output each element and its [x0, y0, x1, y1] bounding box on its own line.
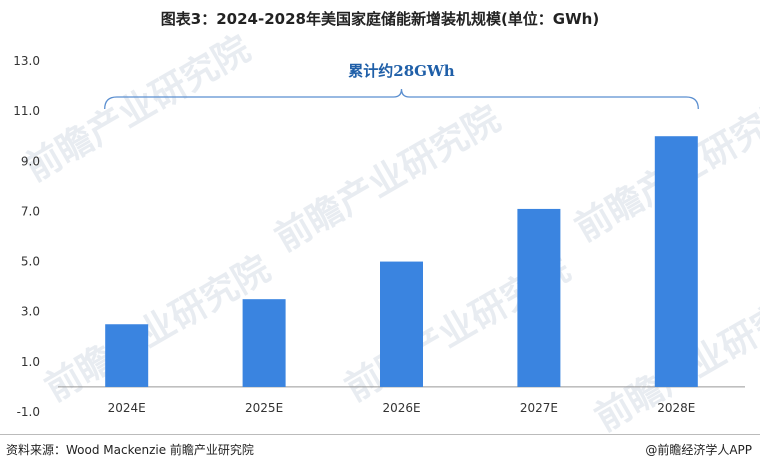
y-tick-label: 1.0 — [21, 355, 40, 369]
bar-2026E — [380, 261, 423, 387]
x-tick-label: 2027E — [520, 401, 558, 415]
total-bracket — [104, 88, 699, 110]
bar-2024E — [105, 324, 149, 387]
total-annotation: 累计约28GWh — [348, 62, 455, 80]
y-tick-label: 3.0 — [21, 305, 40, 319]
source-note: 资料来源：Wood Mackenzie 前瞻产业研究院 — [6, 443, 254, 457]
x-tick-label: 2025E — [245, 401, 283, 415]
bar-2025E — [242, 299, 286, 387]
y-tick-label: -1.0 — [17, 405, 40, 419]
chart-title: 图表3：2024-2028年美国家庭储能新增装机规模(单位：GWh) — [160, 10, 600, 28]
y-tick-label: 5.0 — [21, 255, 40, 269]
bar-2027E — [517, 208, 561, 387]
y-tick-label: 7.0 — [21, 204, 40, 218]
x-tick-label: 2028E — [657, 401, 695, 415]
x-tick-label: 2024E — [108, 401, 146, 415]
y-tick-label: 9.0 — [21, 154, 40, 168]
brand-credit: @前瞻经济学人APP — [645, 443, 752, 457]
y-tick-label: 13.0 — [13, 54, 40, 68]
y-tick-label: 11.0 — [13, 104, 40, 118]
footer-divider — [0, 434, 760, 435]
bar-2028E — [654, 136, 698, 387]
x-tick-label: 2026E — [382, 401, 420, 415]
